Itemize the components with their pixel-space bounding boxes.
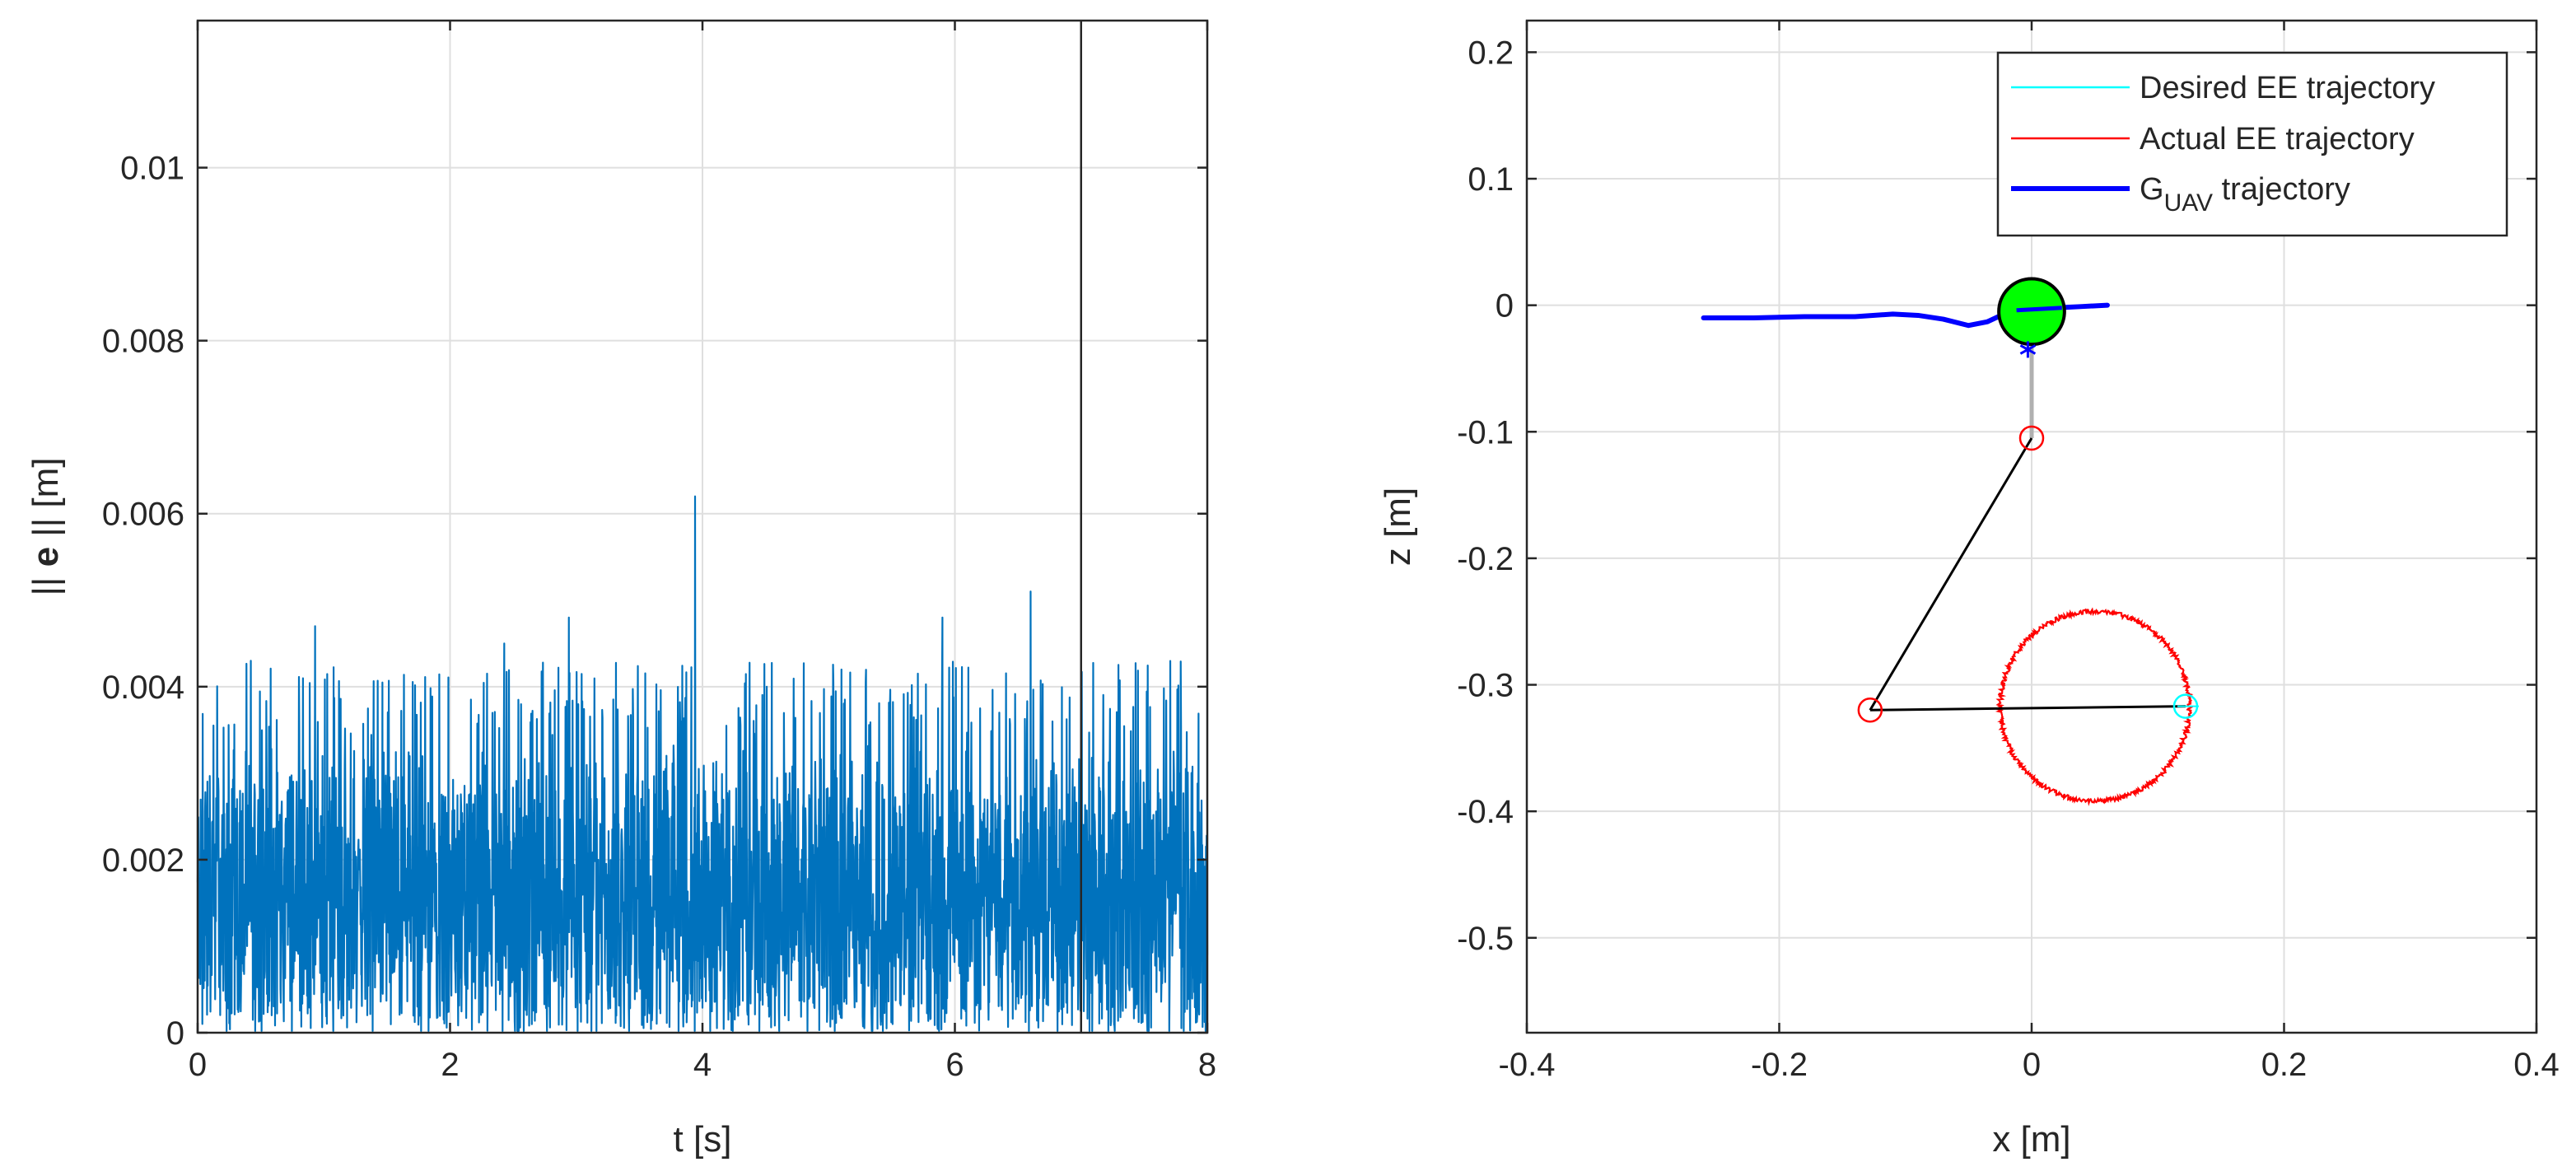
- right-x-tick-label: 0: [2023, 1047, 2041, 1083]
- error-norm-series: [196, 495, 1209, 1032]
- left-x-tick-label: 6: [945, 1047, 964, 1083]
- legend: Desired EE trajectory Actual EE trajecto…: [1996, 51, 2508, 237]
- trajectory-chart: -0.4 -0.2 0 0.2 0.4 0.2 0.1 0 -0.1 -0.2 -0.3 -0.4 -0…: [1378, 19, 2560, 1160]
- right-y-tick-label: 0.1: [1468, 161, 1514, 198]
- actual-ee-trajectory: [1995, 607, 2194, 807]
- manipulator-link-2: [1869, 705, 2186, 712]
- error-norm-chart: 0 2 4 6 8 0 0.002 0.004 0.006 0.008 0.01 t [s] || …: [26, 19, 1216, 1160]
- left-y-tick-label: 0: [166, 1015, 184, 1052]
- right-y-tick-label: 0: [1496, 288, 1514, 324]
- left-y-tick-label: 0.008: [102, 324, 184, 360]
- right-y-tick-label: -0.4: [1457, 794, 1514, 830]
- left-x-tick-label: 4: [693, 1047, 712, 1083]
- legend-box: [1996, 51, 2508, 237]
- left-y-tick-label: 0.01: [120, 151, 184, 187]
- right-x-tick-label: 0.2: [2261, 1047, 2308, 1083]
- left-x-tick-label: 2: [441, 1047, 459, 1083]
- right-y-tick-label: -0.5: [1457, 921, 1514, 957]
- legend-label-desired: Desired EE trajectory: [2140, 71, 2435, 105]
- right-x-axis-label: x [m]: [1992, 1119, 2070, 1160]
- left-data-layer: [196, 21, 1209, 1033]
- right-ticks: -0.4 -0.2 0 0.2 0.4 0.2 0.1 0 -0.1 -0.2 -0.3 -0.4 -0…: [1457, 21, 2560, 1083]
- right-data-layer: [1701, 277, 2199, 807]
- right-y-tick-label: 0.2: [1468, 35, 1514, 71]
- uav-body-circle: [1997, 277, 2066, 347]
- left-x-axis-label: t [s]: [674, 1119, 732, 1160]
- joint-2-marker: [1857, 698, 1883, 723]
- left-grid: [197, 21, 1208, 1034]
- left-ticks: 0 2 4 6 8 0 0.002 0.004 0.006 0.008 0.01: [102, 21, 1216, 1083]
- legend-label-guav: GUAV trajectory: [2140, 172, 2350, 217]
- legend-label-actual: Actual EE trajectory: [2140, 122, 2415, 156]
- right-x-tick-label: -0.2: [1751, 1047, 1808, 1083]
- right-y-tick-label: -0.3: [1457, 668, 1514, 704]
- left-y-axis-label: || e || [m]: [26, 458, 66, 596]
- manipulator-link-1: [1869, 437, 2033, 712]
- left-x-tick-label: 0: [189, 1047, 207, 1083]
- base-asterisk-stroke: [2019, 344, 2037, 355]
- right-y-axis-label: z [m]: [1378, 488, 1418, 566]
- right-x-tick-label: -0.4: [1499, 1047, 1556, 1083]
- uav-body-track: [2016, 306, 2062, 313]
- left-x-tick-label: 8: [1198, 1047, 1216, 1083]
- joint-1-marker: [2018, 425, 2045, 451]
- right-y-tick-label: -0.2: [1457, 541, 1514, 577]
- right-y-tick-label: -0.1: [1457, 414, 1514, 450]
- left-y-tick-label: 0.006: [102, 497, 184, 533]
- right-x-tick-label: 0.4: [2513, 1047, 2560, 1083]
- left-y-tick-label: 0.002: [102, 842, 184, 879]
- left-y-tick-label: 0.004: [102, 670, 184, 706]
